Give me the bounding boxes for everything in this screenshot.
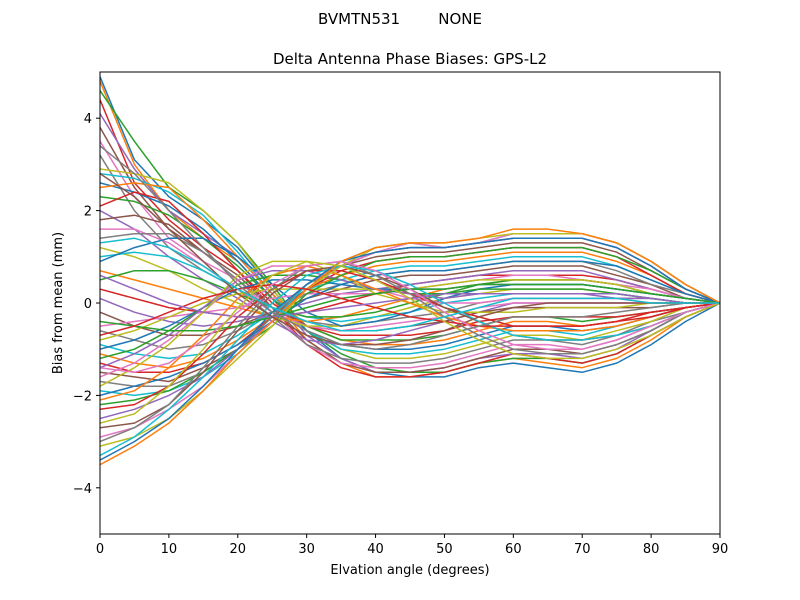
y-axis-label: Bias from mean (mm) [51, 232, 66, 374]
x-tick-label: 60 [505, 542, 522, 557]
x-tick-label: 90 [712, 542, 729, 557]
x-tick-label: 20 [230, 542, 247, 557]
series-line-52 [100, 228, 720, 466]
x-axis: 0 10 20 30 40 50 60 70 80 90 [96, 534, 728, 557]
x-tick-label: 70 [574, 542, 591, 557]
x-tick-label: 0 [96, 542, 104, 557]
x-tick-label: 80 [643, 542, 660, 557]
series-line-41 [100, 260, 720, 397]
x-tick-label: 30 [298, 542, 315, 557]
y-axis: −4 −2 0 2 4 [73, 112, 100, 497]
series-line-60 [100, 237, 720, 332]
series-line-42 [100, 265, 720, 401]
chart-title: Delta Antenna Phase Biases: GPS-L2 [273, 50, 547, 68]
series-line-54 [100, 283, 720, 337]
series-line-7 [100, 140, 720, 369]
y-tick-label: −2 [73, 389, 92, 404]
series-line-58 [100, 145, 720, 350]
series-line-14 [100, 191, 720, 337]
series-line-59 [100, 260, 720, 424]
y-tick-label: 2 [84, 205, 92, 220]
x-tick-label: 50 [436, 542, 453, 557]
x-tick-label: 10 [161, 542, 178, 557]
y-tick-label: 0 [84, 297, 92, 312]
y-tick-label: 4 [84, 112, 92, 127]
series-line-48 [100, 260, 720, 443]
series-line-50 [100, 265, 720, 457]
series-line-51 [100, 237, 720, 461]
figure-suptitle: BVMTN531 NONE [318, 10, 482, 28]
series-line-32 [100, 251, 720, 369]
x-tick-label: 40 [367, 542, 384, 557]
x-axis-label: Elvation angle (degrees) [330, 563, 489, 578]
series-line-56 [100, 172, 720, 346]
series-line-9 [100, 168, 720, 360]
series-layer [100, 76, 720, 466]
series-line-57 [100, 260, 720, 374]
y-tick-label: −4 [73, 482, 92, 497]
